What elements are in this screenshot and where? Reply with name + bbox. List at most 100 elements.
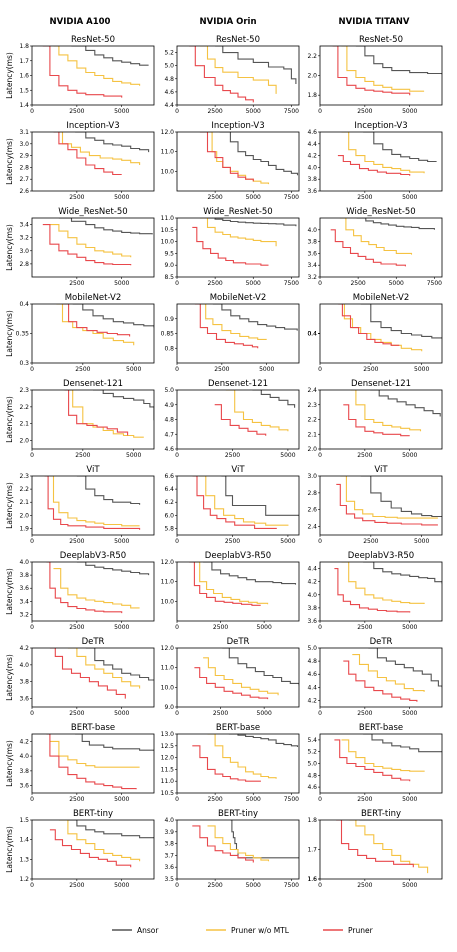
y-tick-label: 4.0 (307, 592, 317, 599)
y-tick-label: 6.4 (164, 486, 174, 493)
plot-frame (31, 217, 155, 278)
series-line-ansor (360, 304, 442, 339)
y-axis-label: Latency(ms) (5, 138, 14, 185)
x-tick-label: 5000 (402, 710, 417, 717)
series-line-pruner-w-o-mtl (194, 562, 269, 605)
x-tick-label: 5000 (402, 882, 417, 889)
series-line-pruner (42, 46, 123, 98)
series-line-pruner (189, 562, 261, 606)
subplot-wide-resnet-50-3: Wide_ResNet-50 3.2 3.4 3.6 3.8 4.0 0 2500 5000 75… (307, 207, 443, 287)
subplot-densenet-121-1: Densenet-121 2.0 2.1 2.2 2.3 0 2500 5000 Latency… (5, 379, 155, 459)
series-line-pruner (337, 155, 411, 176)
series-line-pruner (46, 562, 123, 614)
x-tick-label: 5000 (257, 710, 272, 717)
subplot-title: BERT-tiny (218, 809, 258, 819)
y-tick-label: 3.9 (164, 829, 174, 836)
subplot-title: DeTR (227, 637, 250, 647)
x-tick-label: 2500 (207, 194, 222, 201)
column-heading: NVIDIA Orin (200, 17, 257, 27)
subplot-title: Inception-V3 (66, 121, 119, 131)
series-line-pruner (199, 132, 254, 182)
x-tick-label: 5000 (402, 624, 417, 631)
y-tick-label: 9.5 (164, 250, 174, 257)
x-tick-label: 0 (175, 108, 179, 115)
y-tick-label: 2.7 (19, 176, 29, 183)
y-tick-label: 4.8 (164, 76, 174, 83)
y-tick-label: 3.4 (19, 222, 29, 229)
y-tick-label: 4.4 (307, 566, 317, 573)
x-tick-label: 0 (175, 538, 179, 545)
y-tick-label: 4.8 (307, 658, 317, 665)
y-tick-label: 4.0 (19, 753, 29, 760)
y-tick-label: 3.1 (19, 129, 29, 136)
series-line-pruner-w-o-mtl (341, 562, 425, 604)
plot-frame (176, 561, 300, 622)
y-tick-label: 2.1 (19, 499, 29, 506)
y-tick-label: 10.5 (161, 790, 175, 797)
plot-frame (176, 45, 300, 106)
y-tick-label: 3.8 (307, 176, 317, 183)
subplot-deeplabv3-r50-2: DeeplabV3-R50 10.0 11.0 12.0 0 2500 5000 (161, 551, 300, 631)
subplot-mobilenet-v2-3: MobileNet-V20.40.40.40 2500 5000 (307, 293, 443, 373)
series-line-ansor (76, 562, 150, 576)
plot-frame (31, 733, 155, 794)
y-tick-label: 2.0 (19, 438, 29, 445)
y-tick-label: 10.0 (161, 239, 175, 246)
y-tick-label: 10.0 (161, 684, 175, 691)
series-line-pruner-w-o-mtl (341, 739, 425, 772)
x-tick-label: 5000 (114, 710, 129, 717)
series-line-ansor (363, 562, 442, 584)
y-tick-label: 8.5 (164, 274, 174, 281)
series-line-pruner-w-o-mtl (338, 304, 423, 352)
series-line-pruner-w-o-mtl (53, 46, 141, 86)
series-line-ansor (58, 218, 153, 235)
y-tick-label: 0.8 (164, 345, 174, 352)
subplot-vit-2: ViT 5.8 6.0 6.2 6.4 6.6 0 2500 5000 (164, 465, 300, 545)
y-tick-label: 1.9 (19, 525, 29, 532)
subplot-inception-v3-3: Inception-V3 3.6 3.8 4.0 4.2 4.4 4.6 2500 5000 (307, 121, 443, 201)
subplot-title: MobileNet-V2 (353, 293, 410, 303)
subplot-detr-2: DeTR 9.0 10.0 11.0 12.0 0 2500 5000 (161, 637, 300, 717)
x-tick-label: 5000 (389, 280, 404, 287)
plot-frame (176, 647, 300, 708)
series-line-pruner (62, 304, 131, 337)
subplot-bert-base-2: BERT-base 10.5 11.0 11.5 12.0 12.5 13.0 0 2500 50… (161, 723, 300, 803)
y-tick-label: 1.8 (307, 817, 317, 824)
y-tick-label: 3.8 (19, 572, 29, 579)
x-tick-label: 2500 (207, 280, 222, 287)
subplot-title: Densenet-121 (351, 379, 411, 389)
subplot-wide-resnet-50-2: Wide_ResNet-50 8.5 9.0 9.5 10.0 10.5 11.0 0 2500… (161, 207, 300, 287)
series-line-pruner (46, 734, 137, 790)
x-tick-label: 0 (175, 710, 179, 717)
subplot-title: BERT-tiny (73, 809, 113, 819)
subplot-title: ResNet-50 (359, 35, 403, 45)
x-tick-label: 2500 (207, 108, 222, 115)
x-tick-label: 2500 (69, 624, 84, 631)
series-line-ansor (85, 648, 154, 681)
x-tick-label: 0 (30, 452, 34, 459)
subplot-deeplabv3-r50-1: DeeplabV3-R50 3.2 3.4 3.6 3.8 4.0 0 2500 5000 Lat… (5, 551, 155, 631)
y-tick-label: 2.6 (19, 188, 29, 195)
subplot-detr-1: DeTR 3.6 3.8 4.0 4.2 0 2500 5000 Latency(ms) (5, 637, 155, 717)
series-line-ansor (204, 218, 297, 227)
y-tick-label: 5.4 (307, 737, 317, 744)
x-tick-label: 2500 (225, 452, 240, 459)
series-line-pruner-w-o-mtl (55, 132, 141, 165)
y-tick-label: 4.2 (19, 738, 29, 745)
y-tick-label: 6.0 (164, 512, 174, 519)
series-line-pruner-w-o-mtl (199, 46, 277, 94)
series-line-ansor (355, 46, 442, 75)
y-axis-label: Latency(ms) (5, 224, 14, 271)
series-line-pruner-w-o-mtl (348, 820, 429, 874)
plot-frame (319, 217, 443, 278)
series-line-ansor (219, 132, 299, 176)
y-tick-label: 3.2 (19, 235, 29, 242)
series-line-pruner-w-o-mtl (67, 648, 141, 689)
x-tick-label: 0 (175, 280, 179, 287)
legend-label: Ansor (137, 926, 159, 935)
series-line-ansor (75, 132, 150, 153)
subplot-title: ViT (231, 465, 245, 475)
x-tick-label: 2500 (207, 882, 222, 889)
series-line-ansor (76, 476, 141, 505)
y-axis-label: Latency(ms) (5, 568, 14, 615)
